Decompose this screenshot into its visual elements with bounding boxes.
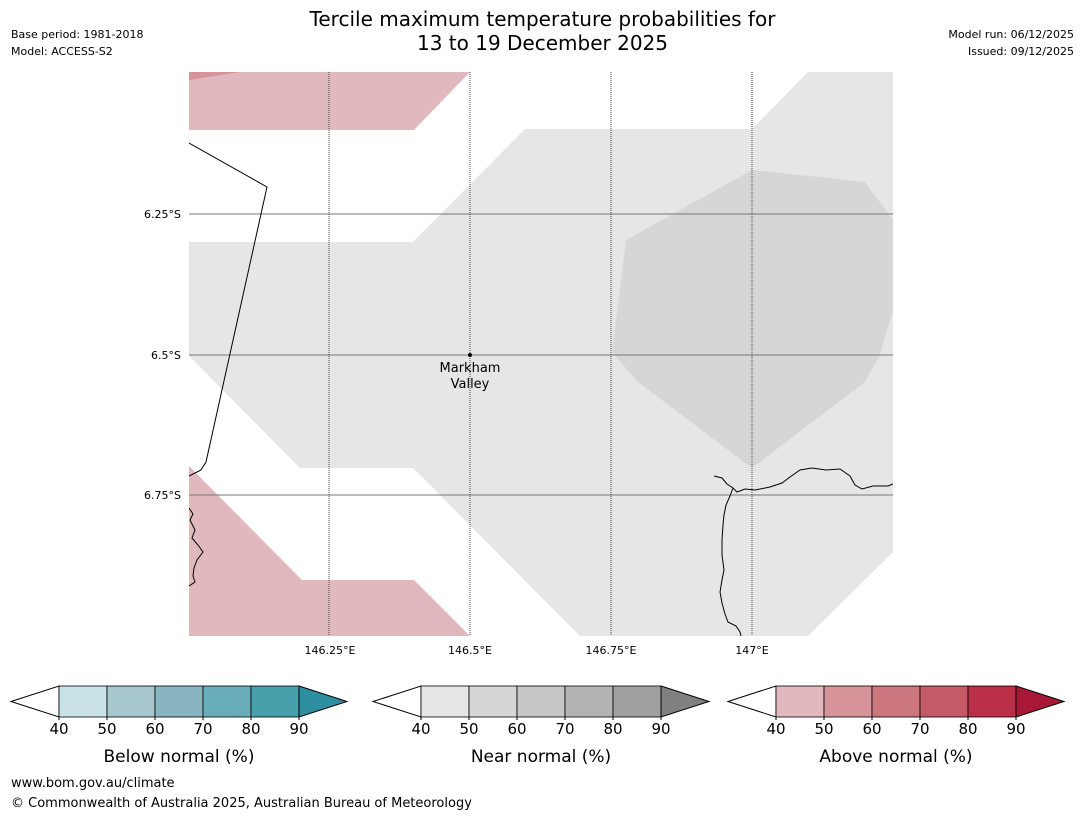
map-area — [189, 72, 893, 636]
lat-label: 6.25°S — [144, 208, 181, 221]
legend-title: Near normal (%) — [471, 747, 611, 767]
legend-swatch — [516, 685, 566, 718]
lon-label: 146.5°E — [448, 644, 492, 657]
place-marker — [468, 353, 472, 357]
legend-swatch — [58, 685, 108, 718]
header-right: Model run: 06/12/2025 Issued: 09/12/2025 — [948, 26, 1074, 60]
legend-tick-label: 60 — [507, 720, 526, 738]
legend-over-arrow — [1015, 685, 1066, 718]
legend-tick-label: 40 — [411, 720, 430, 738]
legend-swatch — [202, 685, 252, 718]
legend-title: Above normal (%) — [819, 747, 972, 767]
legend-swatch — [564, 685, 614, 718]
legend-tick-label: 90 — [289, 720, 308, 738]
header-left: Base period: 1981-2018 Model: ACCESS-S2 — [11, 26, 143, 60]
legend-swatch — [468, 685, 518, 718]
issued-date: Issued: 09/12/2025 — [967, 45, 1074, 58]
legend-swatch — [823, 685, 873, 718]
legend-tick-label: 50 — [97, 720, 116, 738]
legend-swatch — [154, 685, 204, 718]
footer-website: www.bom.gov.au/climate — [11, 776, 175, 791]
legend-tick-label: 50 — [459, 720, 478, 738]
model-run: Model run: 06/12/2025 — [948, 28, 1074, 41]
title-line-1: Tercile maximum temperature probabilitie… — [309, 7, 776, 31]
legend-tick-label: 90 — [1006, 720, 1025, 738]
legend-under-arrow — [371, 685, 422, 718]
lat-label: 6.5°S — [151, 349, 181, 362]
legend-below-normal: 40 50 60 70 80 90 Below normal (%) — [9, 685, 349, 767]
coastline-west — [189, 507, 204, 587]
legend-title: Below normal (%) — [104, 747, 255, 767]
legend-tick-label: 70 — [910, 720, 929, 738]
legend-swatch — [775, 685, 825, 718]
place-label-line-1: Markham — [440, 361, 501, 376]
legend-tick-label: 70 — [555, 720, 574, 738]
legend-swatch — [612, 685, 662, 718]
legend-tick-label: 40 — [766, 720, 785, 738]
legend-tick-label: 80 — [241, 720, 260, 738]
legend-above-normal: 40 50 60 70 80 90 Above normal (%) — [726, 685, 1066, 767]
legend-swatch — [919, 685, 969, 718]
lon-label: 146.25°E — [305, 644, 356, 657]
legend-over-arrow — [298, 685, 349, 718]
legend-tick-label: 60 — [145, 720, 164, 738]
lon-label: 146.75°E — [586, 644, 637, 657]
legend-tick-label: 40 — [49, 720, 68, 738]
legend-swatch — [106, 685, 156, 718]
base-period: Base period: 1981-2018 — [11, 28, 144, 41]
coastline-east — [713, 467, 893, 493]
river-line — [719, 487, 742, 636]
above-normal-region-south — [189, 466, 470, 636]
legend-tick-label: 50 — [814, 720, 833, 738]
legend-swatch — [250, 685, 300, 718]
border-line — [189, 142, 268, 477]
legend-under-arrow — [9, 685, 60, 718]
legend-tick-label: 70 — [193, 720, 212, 738]
above-normal-region-north-core — [189, 72, 240, 80]
legend-tick-label: 80 — [603, 720, 622, 738]
legend-tick-label: 80 — [958, 720, 977, 738]
legend-over-arrow — [660, 685, 711, 718]
legend-swatch — [420, 685, 470, 718]
model-name: Model: ACCESS-S2 — [11, 45, 113, 58]
place-label-line-2: Valley — [451, 377, 490, 392]
lat-label: 6.75°S — [144, 489, 181, 502]
map-title: Tercile maximum temperature probabilitie… — [0, 7, 1085, 55]
legend-tick-label: 60 — [862, 720, 881, 738]
lon-label: 147°E — [735, 644, 768, 657]
graticule — [189, 72, 893, 636]
legend-swatch — [967, 685, 1017, 718]
footer-copyright: © Commonwealth of Australia 2025, Austra… — [11, 796, 472, 811]
title-line-2: 13 to 19 December 2025 — [416, 31, 668, 55]
legend-tick-label: 90 — [651, 720, 670, 738]
legend-near-normal: 40 50 60 70 80 90 Near normal (%) — [371, 685, 711, 767]
legend-under-arrow — [726, 685, 777, 718]
legend-swatch — [871, 685, 921, 718]
